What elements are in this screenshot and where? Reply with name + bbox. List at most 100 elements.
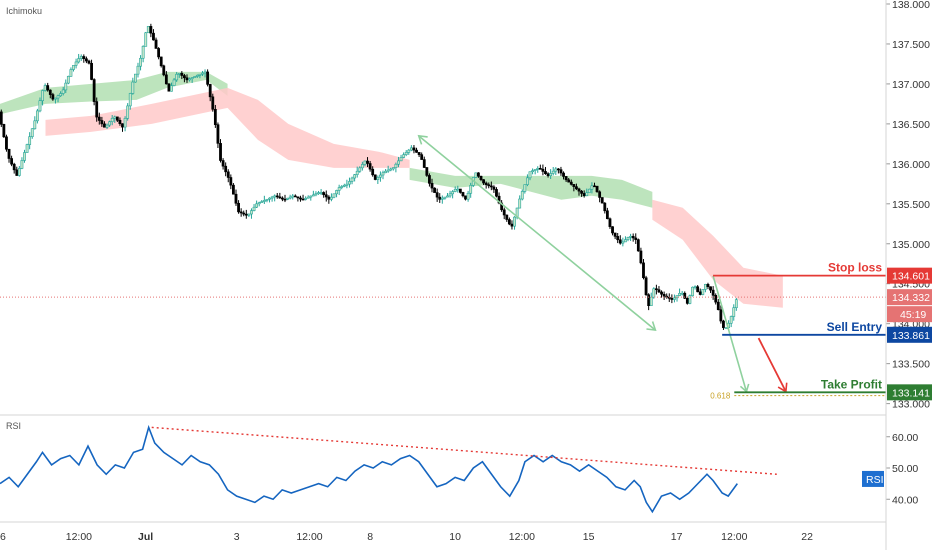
candle-body xyxy=(691,286,694,297)
projection-arrow-head xyxy=(646,321,657,332)
candle-body xyxy=(56,95,60,99)
candle-body xyxy=(497,195,501,204)
projection-arrow-line xyxy=(418,135,656,331)
candle-body xyxy=(340,186,344,188)
time-tick-label: 10 xyxy=(449,531,461,543)
stop-loss-tag[interactable] xyxy=(887,267,932,284)
candle-body xyxy=(520,191,524,200)
price-tick-label: 138.000 xyxy=(892,0,930,11)
candle-body xyxy=(211,96,215,110)
candle-body xyxy=(402,154,406,158)
candle-body xyxy=(724,327,728,329)
candle-body xyxy=(175,73,179,81)
candle-body xyxy=(386,169,390,172)
candle-body xyxy=(69,69,73,77)
candle-body xyxy=(260,201,264,203)
candle-body xyxy=(247,213,251,216)
rsi-tick-label: 40.00 xyxy=(892,494,918,506)
candle-body xyxy=(443,196,447,199)
take-profit-tag[interactable] xyxy=(887,384,932,401)
price-axis[interactable]: 138.000 137.500 137.000 136.500 136.000 135.5… xyxy=(886,0,932,411)
candle-body xyxy=(598,191,602,198)
candle-body xyxy=(510,223,514,227)
countdown-tag-value: 45:19 xyxy=(900,309,926,321)
candle-body xyxy=(363,160,367,165)
price-tick-label: 133.500 xyxy=(892,359,930,371)
candle-body xyxy=(92,79,96,102)
candle-body xyxy=(544,171,547,174)
candle-body xyxy=(309,195,313,198)
candle-body xyxy=(131,81,135,94)
candle-body xyxy=(381,172,385,176)
candle-body xyxy=(141,46,145,59)
candle-body xyxy=(353,174,357,179)
candle-body xyxy=(291,195,295,198)
candle-body xyxy=(74,61,78,66)
candle-body xyxy=(631,235,635,239)
candle-body xyxy=(526,177,529,185)
candle-body xyxy=(239,211,243,214)
candle-body xyxy=(33,120,37,130)
time-tick-label: 17 xyxy=(671,531,683,543)
candle-body xyxy=(487,184,491,187)
candle-body xyxy=(683,292,687,299)
candle-body xyxy=(551,170,555,174)
candle-body xyxy=(706,284,710,288)
candle-body xyxy=(188,78,191,81)
countdown-tag[interactable] xyxy=(887,306,932,323)
ichimoku-indicator-label[interactable]: Ichimoku xyxy=(6,6,42,16)
take-profit-label: Take Profit xyxy=(821,377,882,391)
rsi-value-badge[interactable] xyxy=(862,470,884,487)
time-tick-label: 26 xyxy=(0,531,6,543)
stop-loss-label: Stop loss xyxy=(828,261,882,275)
candle-body xyxy=(453,188,457,192)
candle-body xyxy=(79,56,83,59)
candle-body xyxy=(15,169,19,176)
candle-body xyxy=(582,193,586,196)
candle-body xyxy=(613,232,617,237)
candle-body xyxy=(458,188,462,193)
candle-body xyxy=(262,200,266,202)
candle-body xyxy=(110,117,114,122)
candle-body xyxy=(90,62,93,80)
candle-body xyxy=(2,124,6,138)
candle-body xyxy=(157,48,161,58)
time-tick-label: 12:00 xyxy=(721,531,747,543)
price-tick-label: 137.000 xyxy=(892,79,930,91)
candle-body xyxy=(319,192,323,194)
candle-body xyxy=(348,181,351,185)
rsi-indicator-label[interactable]: RSI xyxy=(6,421,21,431)
time-axis[interactable]: 26 12:00 Jul 3 12:00 8 10 12:00 15 17 12:00 22 xyxy=(0,531,813,543)
candle-body xyxy=(134,73,137,83)
candle-body xyxy=(371,168,375,176)
price-tick-label: 136.000 xyxy=(892,159,930,171)
current-price-tag[interactable] xyxy=(887,289,932,306)
candle-body xyxy=(281,197,284,200)
candle-body xyxy=(54,97,57,100)
candle-body xyxy=(183,75,186,79)
price-candles xyxy=(0,23,738,331)
candle-body xyxy=(172,79,176,86)
candle-body xyxy=(549,173,553,176)
candle-body xyxy=(180,72,184,76)
candle-body xyxy=(330,196,333,200)
candle-body xyxy=(505,214,509,220)
candle-body xyxy=(100,120,104,125)
candle-body xyxy=(562,172,565,177)
candle-body xyxy=(265,198,269,201)
candle-body xyxy=(224,165,228,173)
cloud-bullish-segment xyxy=(0,71,228,115)
sell-entry-tag[interactable] xyxy=(887,326,932,343)
price-tick-label: 135.500 xyxy=(892,199,930,211)
candle-body xyxy=(693,286,697,289)
candle-body xyxy=(77,58,81,63)
candle-body xyxy=(577,188,581,192)
cloud-bearish-segment xyxy=(45,87,410,168)
candle-body xyxy=(513,216,516,227)
stop-loss-tag-value: 134.601 xyxy=(892,271,930,283)
candle-body xyxy=(608,218,612,227)
candle-body xyxy=(675,295,679,299)
projection-arrow-head xyxy=(417,134,428,145)
candle-body xyxy=(507,219,511,225)
